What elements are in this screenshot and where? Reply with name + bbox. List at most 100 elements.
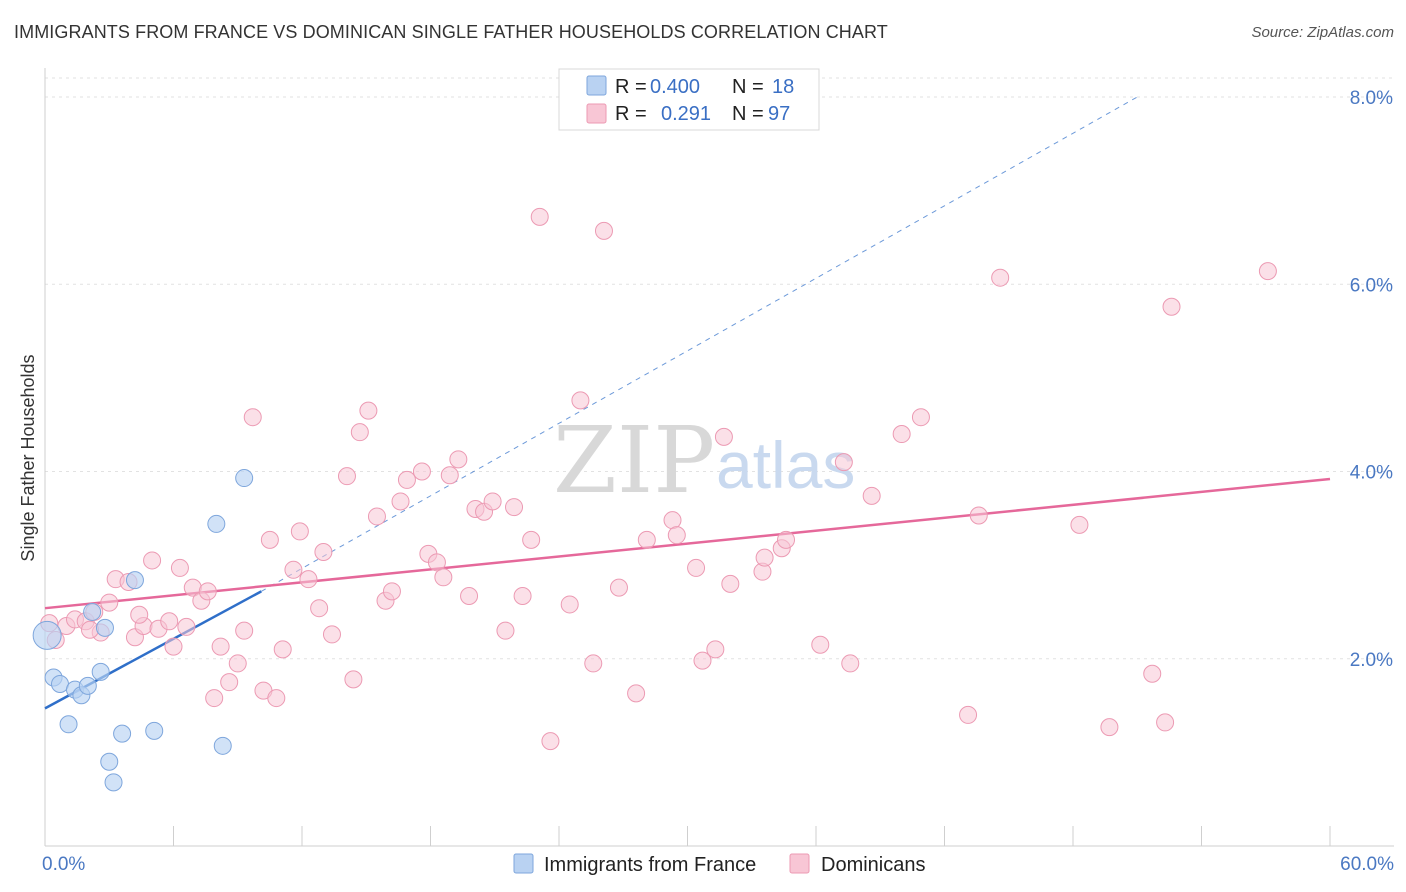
dominican-point (228, 654, 247, 673)
france-point (145, 721, 164, 740)
source-credit: Source: ZipAtlas.com (1251, 24, 1394, 41)
dominican-point (594, 221, 613, 240)
dominican-point (350, 423, 369, 442)
france-point (78, 676, 97, 695)
dominican-point (687, 558, 706, 577)
dominican-point (911, 408, 930, 427)
dominican-point (427, 553, 446, 572)
stats-legend: R = 0.400 N = 18 R = 0.291 N = 97 (558, 68, 820, 131)
dominican-point (834, 453, 853, 472)
dominican-point (177, 617, 196, 636)
dominican-point (130, 605, 149, 624)
dominican-trend-line (44, 477, 1331, 610)
dominican-point (755, 548, 774, 567)
series-legend: Immigrants from France Dominicans (513, 853, 925, 876)
dominican-point (434, 568, 453, 587)
gridlines (45, 77, 1394, 660)
dominican-swatch (586, 103, 607, 124)
dominican-r-label: R = (615, 103, 647, 125)
y-tick-label: 6.0% (1350, 275, 1393, 296)
legend-dominican-swatch (789, 853, 810, 874)
dominican-point (541, 732, 560, 751)
dominican-point (299, 570, 318, 589)
dominican-point (560, 595, 579, 614)
france-point (95, 618, 114, 637)
france-point (100, 752, 119, 771)
dominican-point (892, 425, 911, 444)
dominican-point (1070, 515, 1089, 534)
watermark: ZIP atlas (553, 407, 855, 514)
y-tick-label: 4.0% (1350, 463, 1393, 484)
dominican-point (100, 593, 119, 612)
dominican-n-label: N = (732, 103, 764, 125)
dominican-point (777, 530, 796, 549)
dominican-point (522, 530, 541, 549)
dominican-point (530, 207, 549, 226)
france-r-value: 0.400 (650, 76, 700, 98)
dominican-point (496, 621, 515, 640)
france-point (213, 736, 232, 755)
dominican-point (235, 621, 254, 640)
dominican-point (198, 582, 217, 601)
france-point (32, 620, 62, 650)
dominican-point (205, 689, 224, 708)
france-n-value: 18 (772, 76, 794, 98)
dominican-point (714, 427, 733, 446)
dominican-point (290, 522, 309, 541)
dominican-point (706, 640, 725, 659)
dominican-point (969, 506, 988, 525)
legend-dominican-label: Dominicans (821, 854, 925, 876)
dominican-point (693, 651, 712, 670)
dominican-point (260, 530, 279, 549)
y-tick-labels: 2.0% 4.0% 6.0% 8.0% (1350, 88, 1393, 671)
dominican-point (337, 467, 356, 486)
dominican-point (991, 268, 1010, 287)
dominican-point (1156, 713, 1175, 732)
dominican-point (211, 637, 230, 656)
dominican-point (667, 526, 686, 545)
dominican-point (1143, 664, 1162, 683)
dominican-point (322, 625, 341, 644)
watermark-zip: ZIP (553, 407, 715, 514)
dominican-point (80, 620, 99, 639)
dominican-point (513, 587, 532, 606)
legend-france-label: Immigrants from France (544, 854, 756, 876)
dominican-n-value: 97 (768, 103, 790, 125)
dominican-point (440, 466, 459, 485)
france-trend-extension (261, 96, 1138, 592)
dominican-point (627, 684, 646, 703)
dominican-point (160, 612, 179, 631)
dominican-point (164, 637, 183, 656)
watermark-atlas: atlas (716, 428, 855, 502)
dominican-point (584, 654, 603, 673)
dominican-point (1100, 718, 1119, 737)
france-point (83, 602, 102, 621)
axes (44, 68, 1394, 847)
dominican-point (721, 574, 740, 593)
france-point (235, 469, 254, 488)
france-n-label: N = (732, 76, 764, 98)
y-tick-label: 2.0% (1350, 650, 1393, 671)
france-point (207, 514, 226, 533)
dominican-point (505, 498, 524, 517)
dominican-point (314, 543, 333, 562)
dominican-point (412, 462, 431, 481)
dominican-point (367, 507, 386, 526)
dominican-point (243, 408, 262, 427)
dominican-point (483, 492, 502, 511)
dominican-point (862, 486, 881, 505)
dominican-point (284, 560, 303, 579)
france-points (32, 469, 254, 792)
trend-lines (44, 96, 1331, 710)
dominican-point (841, 654, 860, 673)
france-point (59, 715, 78, 734)
dominican-point (1258, 262, 1277, 281)
dominican-point (609, 578, 628, 597)
dominican-point (143, 551, 162, 570)
dominican-point (449, 450, 468, 469)
france-point (91, 662, 110, 681)
x-tick-label-max: 60.0% (1340, 854, 1394, 875)
y-axis-title: Single Father Households (18, 354, 38, 561)
dominican-point (571, 391, 590, 410)
x-tick-label-min: 0.0% (42, 854, 85, 875)
